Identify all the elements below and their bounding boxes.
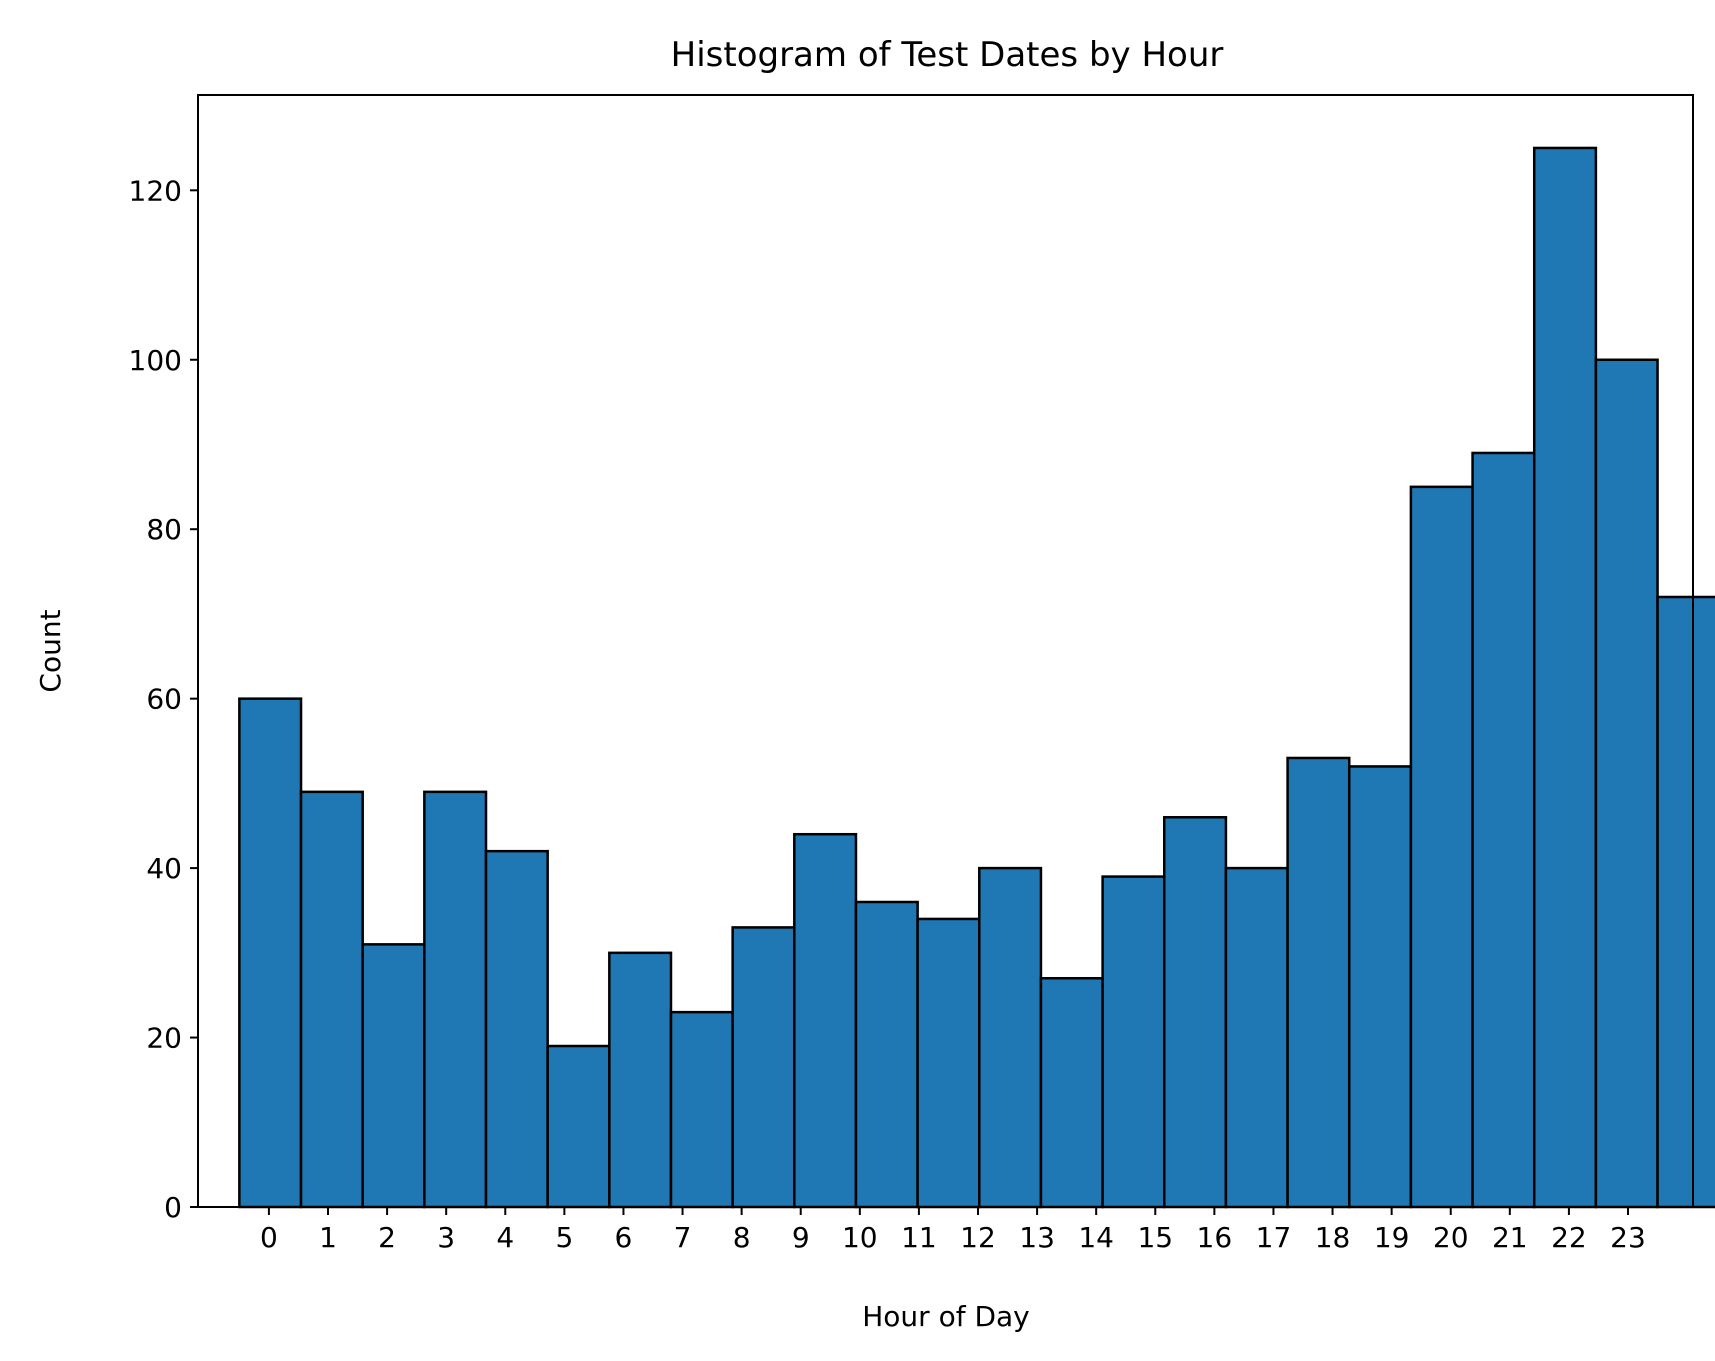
x-tick-label: 13	[1019, 1221, 1055, 1254]
chart-title: Histogram of Test Dates by Hour	[671, 35, 1224, 75]
x-axis-ticks: 0 1 2 3 4 5 6 7 8 9 10 11 12 13 14 15 16 17 18 19 20 21 22 23	[260, 1207, 1646, 1254]
x-tick-label: 2	[378, 1221, 396, 1254]
x-tick-label: 14	[1078, 1221, 1114, 1254]
x-tick-label: 8	[733, 1221, 751, 1254]
x-tick-label: 4	[496, 1221, 514, 1254]
plot-frame	[197, 94, 1694, 1208]
bar-hour-13	[1039, 976, 1104, 1209]
y-tick-label: 100	[129, 344, 182, 377]
x-tick-label: 5	[555, 1221, 573, 1254]
bars-group	[238, 146, 1715, 1209]
x-tick-label: 15	[1137, 1221, 1173, 1254]
x-tick-label: 11	[901, 1221, 937, 1254]
x-tick-label: 22	[1551, 1221, 1587, 1254]
x-tick-label: 23	[1610, 1221, 1646, 1254]
y-tick-label: 60	[146, 683, 182, 716]
x-tick-label: 20	[1433, 1221, 1469, 1254]
bar-hour-4	[484, 849, 549, 1209]
bar-hour-18	[1347, 765, 1413, 1209]
bar-hour-22	[1594, 358, 1659, 1209]
bar-hour-0	[238, 697, 303, 1209]
bar-hour-23	[1656, 595, 1715, 1209]
x-tick-label: 17	[1256, 1221, 1292, 1254]
y-tick-label: 80	[146, 513, 182, 546]
x-tick-label: 9	[792, 1221, 810, 1254]
y-tick-label: 40	[146, 852, 182, 885]
y-tick-label: 120	[129, 174, 182, 207]
y-tick-label: 0	[164, 1191, 182, 1224]
bar-hour-11	[916, 917, 981, 1209]
x-tick-label: 10	[842, 1221, 878, 1254]
bar-hour-7	[669, 1010, 734, 1209]
x-tick-label: 3	[437, 1221, 455, 1254]
bar-hour-19	[1409, 485, 1474, 1209]
y-tick-label: 20	[146, 1022, 182, 1055]
y-axis-label: Count	[34, 609, 67, 692]
x-tick-label: 21	[1492, 1221, 1528, 1254]
x-tick-label: 0	[260, 1221, 278, 1254]
bar-hour-3	[423, 790, 488, 1209]
bar-hour-1	[299, 790, 364, 1209]
x-tick-label: 18	[1315, 1221, 1351, 1254]
bar-hour-2	[361, 943, 426, 1209]
bar-hour-8	[731, 926, 796, 1209]
y-axis-ticks: 0 20 40 60 80 100 120	[129, 174, 198, 1224]
bar-hour-6	[608, 951, 673, 1209]
bar-hour-20	[1471, 451, 1536, 1209]
bar-hour-16	[1224, 866, 1289, 1209]
bar-hour-12	[978, 866, 1043, 1209]
bar-hour-14	[1101, 875, 1166, 1209]
x-tick-label: 7	[674, 1221, 692, 1254]
bar-hour-5	[546, 1044, 611, 1209]
x-tick-label: 12	[960, 1221, 996, 1254]
x-tick-label: 19	[1374, 1221, 1410, 1254]
x-tick-label: 1	[319, 1221, 337, 1254]
x-tick-label: 16	[1197, 1221, 1233, 1254]
x-axis-label: Hour of Day	[862, 1300, 1030, 1333]
bar-hour-17	[1286, 756, 1351, 1209]
bar-hour-9	[793, 832, 858, 1209]
bar-hour-21	[1532, 146, 1598, 1209]
bar-hour-10	[854, 900, 919, 1209]
bar-hour-15	[1163, 816, 1228, 1209]
x-tick-label: 6	[615, 1221, 633, 1254]
